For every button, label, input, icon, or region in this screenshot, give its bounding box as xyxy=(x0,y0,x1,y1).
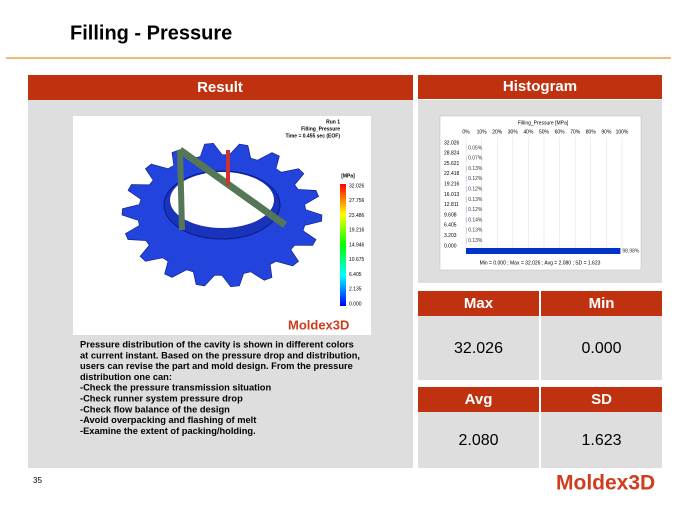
x-tick-label: 20% xyxy=(492,129,503,135)
stat-value: 32.026 xyxy=(454,340,503,357)
image-variable: Filling_Pressure xyxy=(301,126,340,132)
value-label: 0.05% xyxy=(468,145,483,151)
histogram-heading: Histogram xyxy=(503,78,577,95)
y-tick-label: 22.418 xyxy=(444,171,460,177)
color-bar xyxy=(340,184,346,306)
image-time: Time = 0.455 sec (EOF) xyxy=(285,133,340,139)
page-number: 35 xyxy=(33,476,42,485)
description-line: -Check flow balance of the design xyxy=(80,404,230,414)
description-line: -Check runner system pressure drop xyxy=(80,393,243,403)
value-label: 98.98% xyxy=(622,248,640,254)
scale-label: 27.756 xyxy=(349,198,365,204)
result-heading: Result xyxy=(197,79,243,96)
scale-label: 10.675 xyxy=(349,257,365,263)
image-unit: [MPa] xyxy=(341,173,355,179)
description-line: users can revise the part and mold desig… xyxy=(80,361,353,371)
stat-label: SD xyxy=(591,391,612,408)
scale-label: 23.486 xyxy=(349,213,365,219)
scale-label: 6.405 xyxy=(349,272,362,278)
description-line: -Avoid overpacking and flashing of melt xyxy=(80,415,256,425)
x-tick-label: 40% xyxy=(523,129,534,135)
y-tick-label: 6.405 xyxy=(444,223,457,229)
y-tick-label: 16.013 xyxy=(444,192,460,198)
value-label: 0.12% xyxy=(468,207,483,213)
scale-label: 32.026 xyxy=(349,183,365,189)
description-line: Pressure distribution of the cavity is s… xyxy=(80,339,354,349)
value-label: 0.13% xyxy=(468,166,483,172)
stat-value: 2.080 xyxy=(458,432,498,449)
value-label: 0.12% xyxy=(468,176,483,182)
x-tick-label: 100% xyxy=(616,129,629,135)
value-label: 0.14% xyxy=(468,217,483,223)
y-tick-label: 28.824 xyxy=(444,151,460,157)
scale-label: 0.000 xyxy=(349,301,362,307)
y-tick-label: 3.203 xyxy=(444,233,457,239)
y-tick-label: 19.216 xyxy=(444,182,460,188)
stat-label: Avg xyxy=(465,391,493,408)
image-run: Run 1 xyxy=(326,119,340,125)
description-line: distribution one can: xyxy=(80,372,172,382)
description-line: at current instant. Based on the pressur… xyxy=(80,350,360,360)
x-tick-label: 10% xyxy=(477,129,488,135)
value-label: 0.07% xyxy=(468,156,483,162)
x-tick-label: 80% xyxy=(586,129,597,135)
x-tick-label: 0% xyxy=(462,129,470,135)
stat-label: Max xyxy=(464,295,494,312)
histogram-title: Filling_Pressure [MPa] xyxy=(518,120,569,126)
value-label: 0.13% xyxy=(468,238,483,244)
scale-label: 14.946 xyxy=(349,242,365,248)
scale-label: 19.216 xyxy=(349,228,365,234)
value-label: 0.12% xyxy=(468,187,483,193)
slide-title: Filling - Pressure xyxy=(70,22,232,44)
footer-logo: Moldex3D xyxy=(556,472,655,495)
x-tick-label: 30% xyxy=(508,129,519,135)
x-tick-label: 90% xyxy=(601,129,612,135)
scale-label: 2.135 xyxy=(349,287,362,293)
histogram-chart xyxy=(440,116,641,270)
y-tick-label: 12.811 xyxy=(444,202,459,208)
bar xyxy=(466,248,620,254)
value-label: 0.13% xyxy=(468,228,483,234)
y-tick-label: 9.608 xyxy=(444,212,457,218)
y-tick-label: 0.000 xyxy=(444,243,457,249)
y-tick-label: 25.621 xyxy=(444,161,460,167)
x-tick-label: 60% xyxy=(555,129,566,135)
x-tick-label: 50% xyxy=(539,129,550,135)
y-tick-label: 32.026 xyxy=(444,140,460,146)
x-tick-label: 70% xyxy=(570,129,581,135)
value-label: 0.13% xyxy=(468,197,483,203)
description-line: -Examine the extent of packing/holding. xyxy=(80,426,256,436)
description-line: -Check the pressure transmission situati… xyxy=(80,383,271,393)
runner xyxy=(180,150,182,230)
stat-value: 0.000 xyxy=(581,340,621,357)
stat-value: 1.623 xyxy=(581,432,621,449)
histogram-footer: Min = 0.000 ; Max = 32.026 ; Avg = 2.080… xyxy=(480,260,601,266)
stat-label: Min xyxy=(589,295,615,312)
image-logo: Moldex3D xyxy=(288,317,349,332)
